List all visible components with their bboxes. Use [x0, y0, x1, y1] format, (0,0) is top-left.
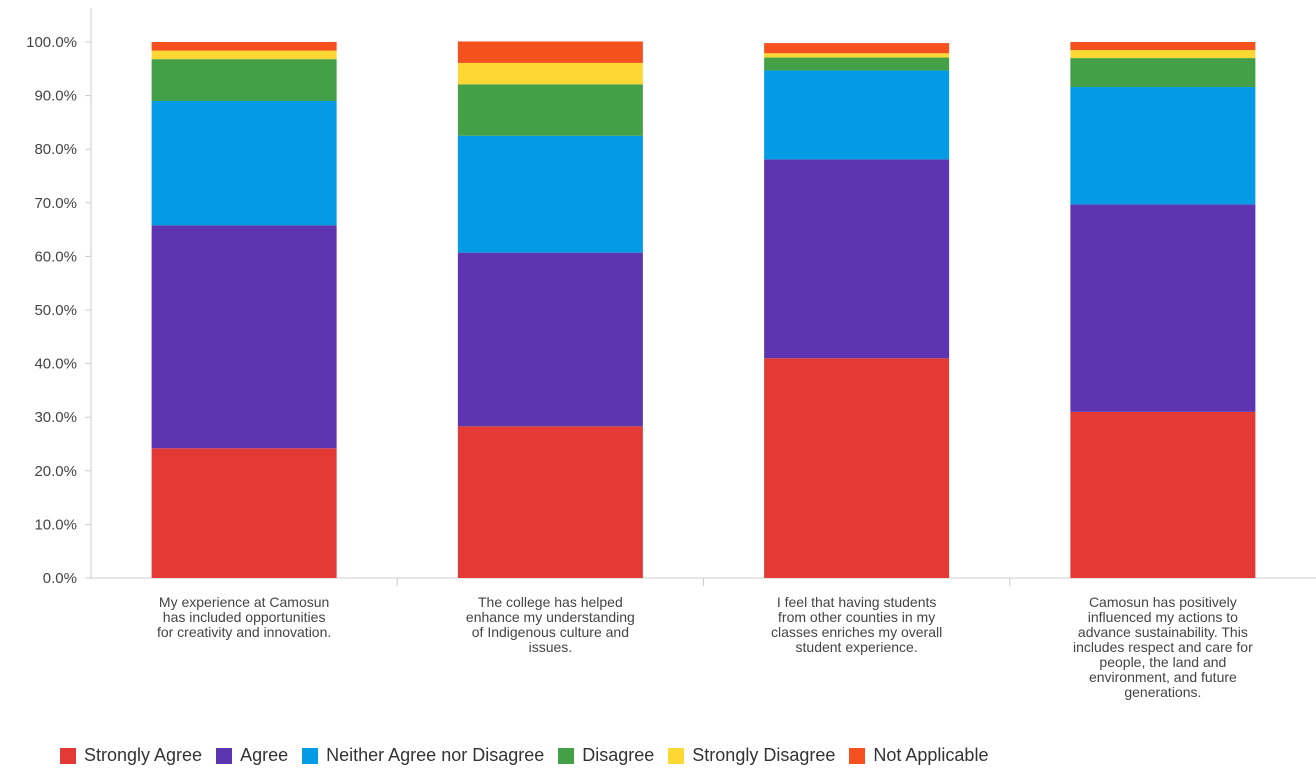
- bar-segment-strongly-disagree: [764, 53, 950, 58]
- bar-segment-disagree: [1070, 58, 1256, 88]
- bar-segment-strongly-disagree: [1070, 50, 1256, 59]
- y-tick-label: 40.0%: [34, 356, 77, 373]
- legend-item: Agree: [216, 745, 288, 766]
- bar-segment-neither-agree-nor-disagree: [764, 70, 950, 160]
- y-tick-label: 30.0%: [34, 409, 77, 426]
- bar-segment-disagree: [457, 84, 643, 136]
- legend-swatch: [60, 747, 76, 764]
- bar-segment-agree: [151, 225, 337, 449]
- legend-label: Neither Agree nor Disagree: [326, 745, 545, 765]
- y-tick-label: 80.0%: [34, 141, 77, 158]
- legend-item: Disagree: [558, 745, 654, 766]
- legend-item: Strongly Agree: [60, 745, 202, 766]
- legend-label: Agree: [240, 745, 289, 765]
- legend-swatch: [216, 747, 233, 764]
- legend-label: Not Applicable: [873, 745, 989, 765]
- legend-swatch: [558, 747, 575, 764]
- bar-segment-strongly-agree: [151, 448, 337, 578]
- bar-segment-strongly-disagree: [151, 50, 337, 60]
- bar-segment-strongly-agree: [457, 426, 643, 578]
- x-category-label: The college has helped enhance my underst…: [466, 594, 635, 655]
- bar-segment-strongly-agree: [1070, 411, 1256, 578]
- bar-segment-not-applicable: [1070, 42, 1256, 51]
- y-tick-label: 20.0%: [34, 463, 77, 480]
- y-tick-label: 10.0%: [34, 516, 77, 533]
- chart-legend: Strongly Agree Agree Neither Agree nor Dis…: [60, 745, 1002, 766]
- x-category-label: My experience at Camosun has included opp…: [157, 594, 331, 640]
- legend-label: Disagree: [582, 745, 655, 765]
- y-tick-label: 90.0%: [34, 88, 77, 105]
- stacked-bar-chart: 0.0% 10.0% 20.0% 30.0% 40.0% 50.0% 60.0% 70.0% 8…: [26, 8, 1316, 700]
- legend-swatch: [849, 747, 866, 764]
- bar-segment-strongly-agree: [764, 358, 950, 578]
- legend-swatch: [668, 747, 685, 764]
- bar-segment-agree: [457, 252, 643, 427]
- legend-swatch: [302, 747, 319, 764]
- bar-segment-strongly-disagree: [457, 62, 643, 85]
- x-category-label: I feel that having students from other co…: [771, 594, 942, 655]
- bar-segment-agree: [764, 159, 950, 359]
- legend-item: Neither Agree nor Disagree: [302, 745, 544, 766]
- legend-item: Not Applicable: [849, 745, 988, 766]
- bar-segment-agree: [1070, 204, 1256, 412]
- bar-segment-disagree: [764, 57, 950, 71]
- y-tick-label: 50.0%: [34, 302, 77, 319]
- y-tick-label: 70.0%: [34, 195, 77, 212]
- legend-label: Strongly Agree: [84, 745, 203, 765]
- bar-segment-not-applicable: [457, 41, 643, 63]
- y-tick-label: 60.0%: [34, 248, 77, 265]
- bar-segment-neither-agree-nor-disagree: [1070, 87, 1256, 205]
- legend-item: Strongly Disagree: [668, 745, 835, 766]
- bar-segment-not-applicable: [151, 42, 337, 51]
- y-tick-label: 0.0%: [43, 570, 77, 587]
- bar-segment-neither-agree-nor-disagree: [457, 135, 643, 253]
- bar-segment-neither-agree-nor-disagree: [151, 100, 337, 226]
- legend-label: Strongly Disagree: [692, 745, 836, 765]
- x-category-label: Camosun has positively influenced my acti…: [1073, 594, 1253, 700]
- bar-segment-disagree: [151, 59, 337, 101]
- bar-segment-not-applicable: [764, 43, 950, 54]
- y-tick-label: 100.0%: [26, 34, 77, 51]
